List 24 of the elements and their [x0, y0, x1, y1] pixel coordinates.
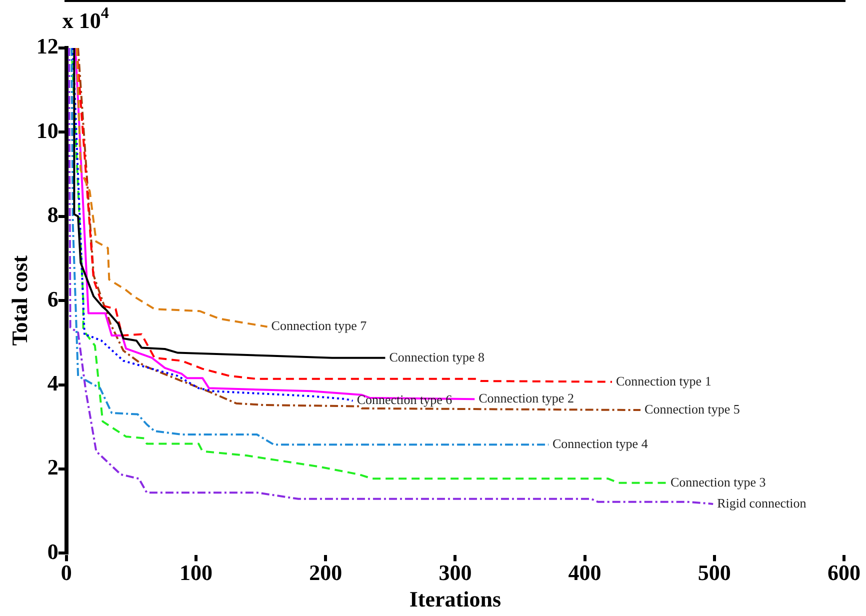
series-label: Connection type 3: [670, 474, 766, 490]
x-tick-label: 600: [828, 560, 860, 586]
line-series: [76, 48, 268, 328]
y-tick-label: 0: [47, 538, 58, 564]
x-tick-label: 100: [180, 560, 212, 586]
x-tick-label: 300: [438, 560, 472, 586]
y-tick-label: 12: [36, 34, 58, 59]
y-tick-label: 8: [47, 202, 58, 228]
y-axis-title: Total cost: [6, 254, 32, 346]
series-label: Rigid connection: [717, 495, 807, 510]
y-tick-label: 2: [47, 454, 58, 480]
series-label: Connection type 5: [644, 401, 740, 416]
x-tick-label: 500: [698, 560, 731, 586]
series-label: Connection type 1: [616, 373, 712, 388]
x-tick-label: 400: [568, 560, 602, 586]
series-label: Connection type 4: [552, 436, 648, 452]
series-label: Connection type 8: [389, 349, 485, 364]
y-tick-label: 6: [47, 286, 58, 312]
series-label: Connection type 7: [271, 318, 368, 334]
x-axis-title: Iterations: [409, 586, 502, 612]
y-tick-label: 4: [47, 370, 58, 396]
x-tick-label: 200: [309, 560, 342, 586]
series-label: Connection type 2: [478, 390, 574, 406]
y-tick-label: 10: [36, 118, 58, 143]
